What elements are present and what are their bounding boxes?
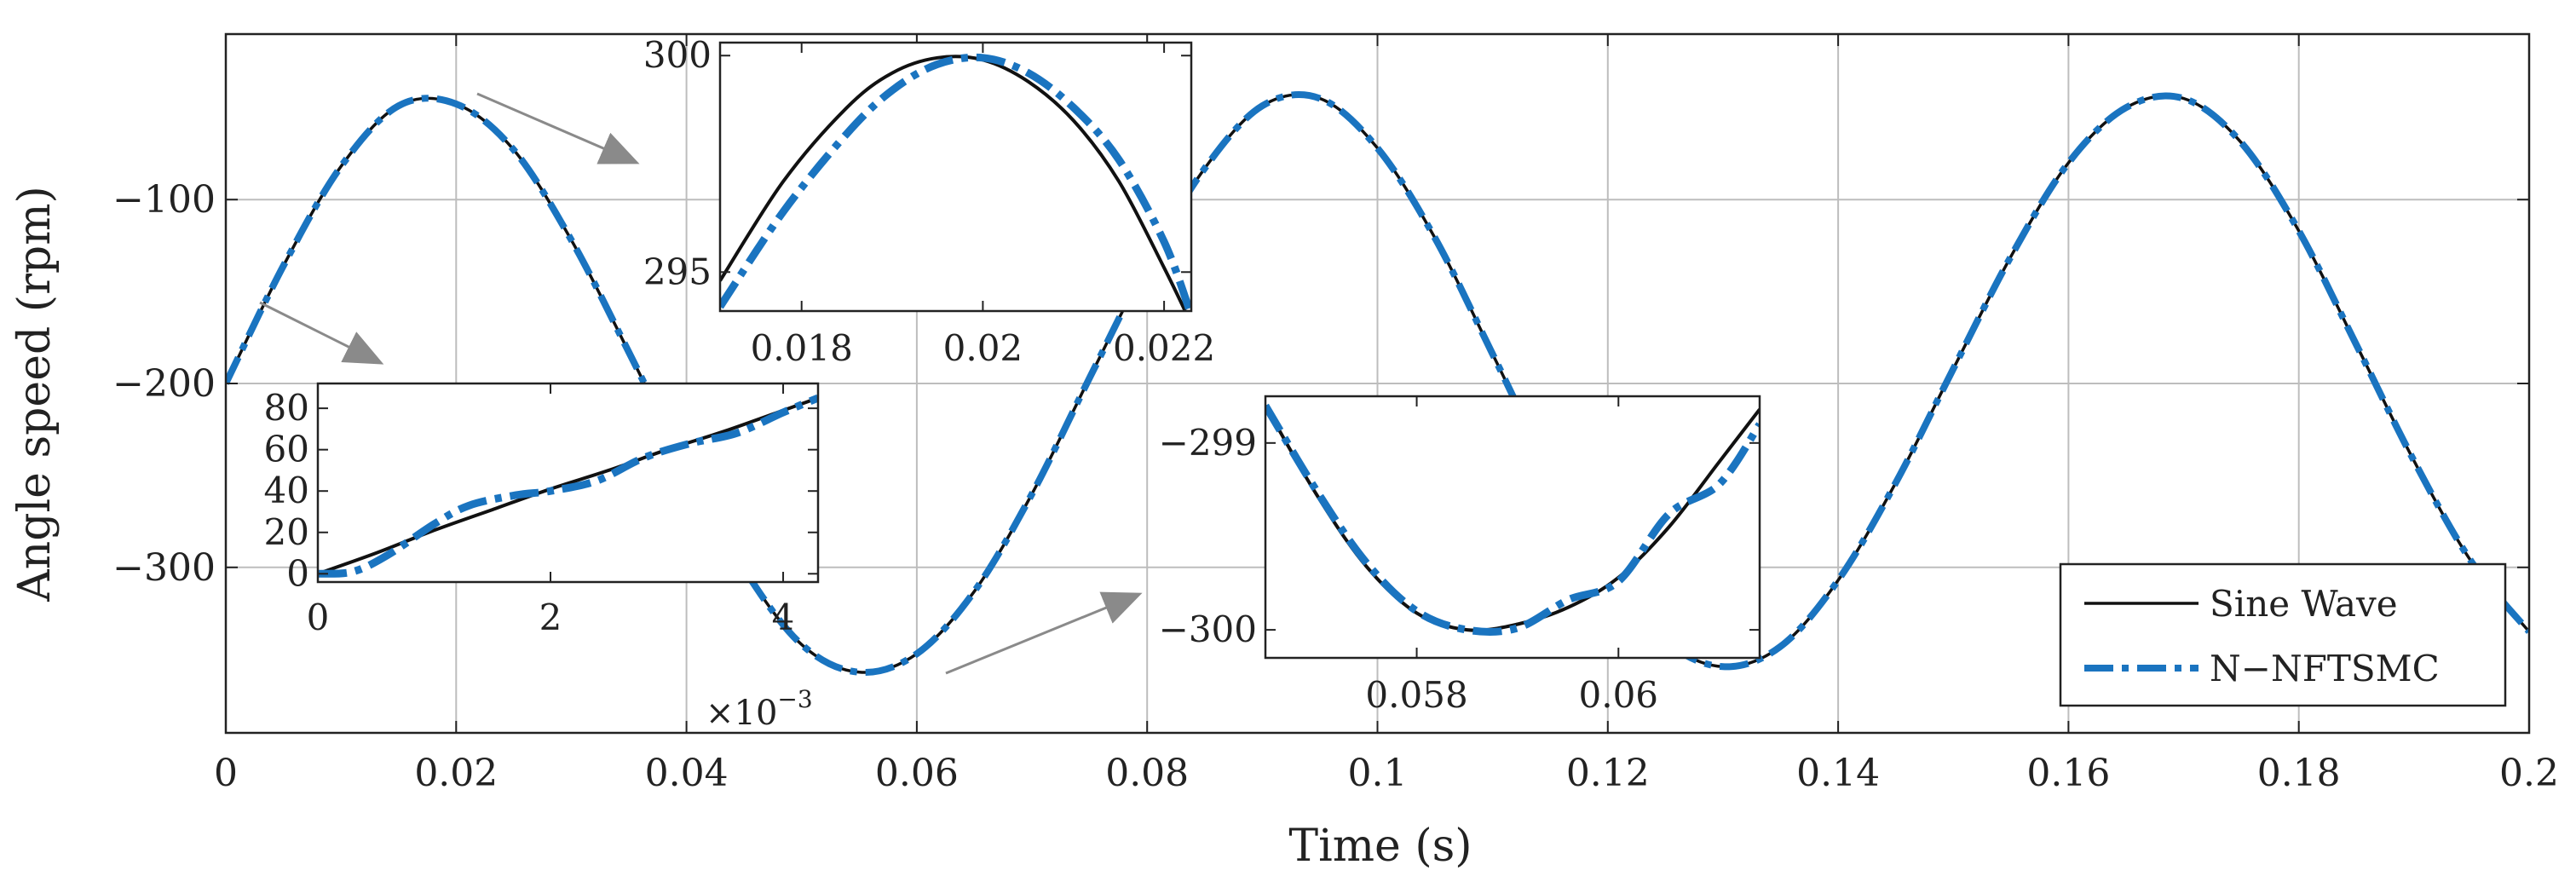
- zoom-arrow: [259, 301, 384, 365]
- inset-x-tick-label: 0.018: [751, 327, 853, 369]
- inset-y-tick-label: 80: [264, 387, 309, 429]
- inset-area: [720, 43, 1191, 311]
- main-series: [226, 91, 2529, 677]
- y-tick-label: −100: [112, 178, 216, 222]
- x-tick-label: 0.04: [645, 752, 729, 795]
- inset-1: 0.018 0.02 0.022 295 300: [643, 34, 1215, 369]
- zoom-arrow: [945, 591, 1143, 675]
- inset-y-tick-label: 0: [286, 552, 309, 594]
- inset-frame: [718, 41, 1193, 313]
- multiplier-exponent: −3: [777, 685, 812, 713]
- inset-y-tick-label: 20: [264, 511, 309, 553]
- x-tick-label: 0.14: [1796, 752, 1880, 795]
- plot-frame: [224, 32, 2531, 735]
- inset-3: 0.058 0.06 −300 −299: [1159, 395, 1761, 716]
- zoom-arrows: [259, 92, 1143, 675]
- main-axes: 0 0.02 0.04 0.06 0.08 0.1 0.12 0.14 0.16 0.18 0.2 −…: [112, 32, 2559, 795]
- legend-box: [2059, 562, 2507, 707]
- inset-x-tick-label: 0: [307, 597, 330, 638]
- y-tick-label: −300: [112, 546, 216, 590]
- inset-y-tick-label: 300: [643, 34, 712, 76]
- inset-n-nftsmc-line: [318, 394, 818, 578]
- x-tick-label: 0.1: [1348, 752, 1408, 795]
- x-tick-label: 0.08: [1105, 752, 1189, 795]
- n-nftsmc-line: [226, 91, 2529, 677]
- x-tick-label: 0.18: [2257, 752, 2341, 795]
- inset-y-tick-label: −300: [1159, 608, 1257, 650]
- zoom-arrow: [476, 92, 640, 164]
- inset-x-multiplier: ×10−3: [706, 685, 813, 733]
- inset-frame: [316, 382, 820, 584]
- inset-y-tick-label: 295: [643, 251, 712, 292]
- inset-n-nftsmc-line: [720, 53, 1191, 311]
- inset-area: [1265, 396, 1760, 658]
- inset-y-tick-label: 60: [264, 429, 309, 470]
- inset-x-tick-label: 0.06: [1579, 674, 1659, 716]
- inset-y-tick-label: 40: [264, 470, 309, 511]
- legend-label: Sine Wave: [2210, 583, 2398, 625]
- x-tick-label: 0.2: [2499, 752, 2559, 795]
- inset-x-tick-label: 2: [539, 597, 562, 638]
- legend: Sine Wave N−NFTSMC: [2059, 562, 2507, 707]
- inset-frame: [1264, 395, 1761, 660]
- inset-x-tick-label: 0.022: [1113, 327, 1215, 369]
- x-tick-label: 0.06: [875, 752, 959, 795]
- inset-x-tick-label: 0.058: [1365, 674, 1467, 716]
- x-tick-label: 0: [214, 752, 238, 795]
- x-axis-title: Time (s): [1288, 821, 1472, 872]
- inset-y-tick-label: −299: [1159, 422, 1257, 464]
- y-axis-title: Angle speed (rpm): [9, 186, 61, 602]
- inset-x-tick-label: 4: [772, 597, 795, 638]
- x-tick-label: 0.16: [2026, 752, 2110, 795]
- legend-label: N−NFTSMC: [2210, 648, 2440, 689]
- multiplier-base: ×10: [706, 694, 777, 733]
- x-tick-label: 0.12: [1566, 752, 1650, 795]
- inset-x-tick-label: 0.02: [943, 327, 1023, 369]
- inset-n-nftsmc-line: [1265, 403, 1760, 636]
- y-tick-label: −200: [112, 362, 216, 406]
- x-tick-label: 0.02: [414, 752, 498, 795]
